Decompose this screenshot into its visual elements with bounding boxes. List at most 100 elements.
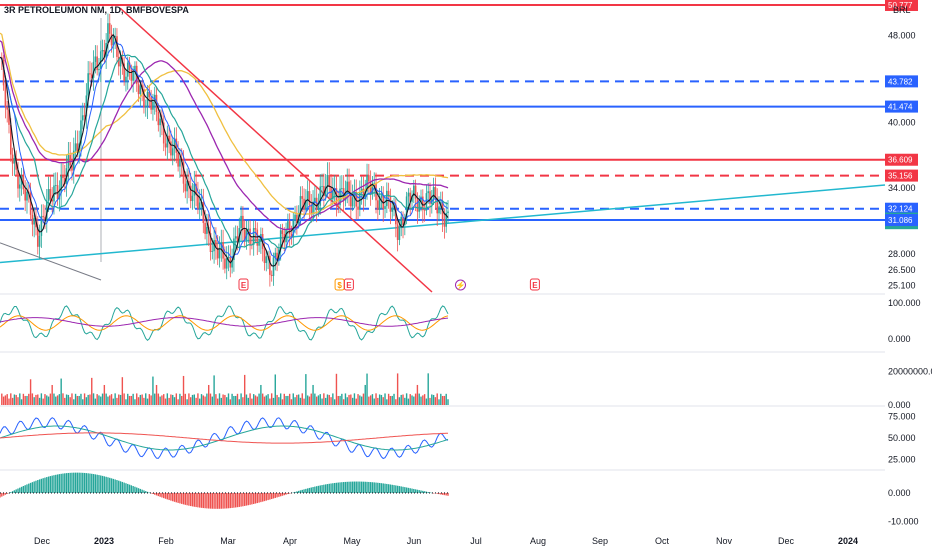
macd-bar xyxy=(441,492,444,495)
candle-body xyxy=(211,251,214,253)
volume-bar xyxy=(351,397,354,405)
volume-bar xyxy=(411,395,413,405)
macd-bar xyxy=(103,476,106,493)
volume-bar xyxy=(190,397,192,405)
macd-bar xyxy=(357,481,359,493)
volume-bar xyxy=(395,399,397,405)
macd-bar xyxy=(209,492,212,509)
macd-bar xyxy=(191,492,194,507)
volume-bar xyxy=(398,397,401,405)
volume-bar xyxy=(278,397,280,405)
time-tick-label: Dec xyxy=(34,536,51,546)
macd-bar xyxy=(4,492,7,495)
volume-bar xyxy=(447,399,449,405)
macd-bar xyxy=(195,492,197,508)
macd-bar xyxy=(121,481,124,493)
volume-bar xyxy=(164,398,167,405)
macd-bar xyxy=(29,482,32,493)
price-tick-label: 26.500 xyxy=(888,265,916,275)
volume-bar xyxy=(431,394,433,405)
macd-bar xyxy=(440,492,442,495)
macd-bar xyxy=(288,492,291,494)
candle-body xyxy=(11,154,14,164)
oscillator-line xyxy=(0,305,449,341)
macd-bar xyxy=(67,472,70,493)
price-badge xyxy=(885,0,918,11)
events-layer: E $ E ⚡ E xyxy=(238,278,540,291)
macd-bar xyxy=(339,482,341,493)
volume-bar xyxy=(323,393,325,405)
candle-body xyxy=(69,155,71,166)
candle-body xyxy=(85,95,88,117)
volume-bar xyxy=(281,399,284,405)
candle-body xyxy=(186,180,188,192)
volume-bar xyxy=(387,393,390,405)
volume-bar xyxy=(423,394,426,405)
macd-bar xyxy=(11,491,14,493)
candle-body xyxy=(193,183,196,196)
candle-body xyxy=(108,23,111,34)
macd-bar xyxy=(76,472,79,493)
volume-bar xyxy=(420,396,422,405)
macd-bar xyxy=(315,486,318,493)
time-tick-label: 2024 xyxy=(838,536,858,546)
macd-bar xyxy=(420,490,422,493)
volume-bar xyxy=(44,394,46,405)
candle-body xyxy=(33,217,35,225)
macd-bar xyxy=(443,492,446,496)
volume-bar xyxy=(24,395,26,405)
macd-bar xyxy=(130,485,133,493)
macd-bar xyxy=(337,482,339,493)
volume-bar xyxy=(94,398,97,405)
volume-bar xyxy=(409,394,411,405)
macd-bar xyxy=(335,482,338,493)
price-badge-label: 35.156 xyxy=(888,172,913,181)
volume-bar xyxy=(96,394,98,405)
candle-body xyxy=(130,69,133,81)
macd-bar xyxy=(404,487,406,493)
time-axis: Dec 2023 Feb Mar Apr May Jun Jul Aug Sep Oct Nov Dec… xyxy=(34,536,858,546)
candle-body xyxy=(249,228,251,245)
candle-body xyxy=(159,118,161,126)
candle-body xyxy=(330,187,332,200)
macd-bar xyxy=(407,487,410,493)
macd-bar xyxy=(0,492,1,498)
candle-body xyxy=(242,215,244,230)
macd-bar xyxy=(283,492,285,496)
candle-body xyxy=(362,188,365,199)
candle-body xyxy=(36,227,39,247)
macd-bar xyxy=(276,492,278,498)
volume-bar xyxy=(350,394,352,405)
candle-body xyxy=(396,224,399,240)
macd-bar xyxy=(42,478,44,493)
candle-body xyxy=(324,186,327,197)
candle-body xyxy=(116,36,118,57)
candle-body xyxy=(45,201,48,220)
volume-bar xyxy=(22,393,25,405)
volume-bar xyxy=(274,374,276,405)
volume-pane: 20000000.000 0.000 xyxy=(1,367,932,410)
macd-bar xyxy=(139,488,142,493)
candle-body xyxy=(270,274,273,276)
volume-bar xyxy=(146,398,149,405)
candle-body xyxy=(13,157,16,164)
macd-bar xyxy=(389,484,392,493)
volume-bar xyxy=(116,397,118,405)
macd-bar xyxy=(154,492,156,495)
candle-body xyxy=(9,124,12,155)
macd-bar xyxy=(431,492,433,494)
macd-bar xyxy=(240,492,242,507)
macd-bar xyxy=(245,492,248,506)
candle-body xyxy=(272,257,275,276)
macd-bar xyxy=(422,490,424,493)
volume-bar xyxy=(188,393,190,405)
macd-bar xyxy=(46,477,48,493)
volume-bar xyxy=(181,395,183,405)
macd-bar xyxy=(92,474,95,493)
candle-body xyxy=(418,202,421,212)
candle-body xyxy=(18,184,21,189)
volume-bar xyxy=(112,398,115,405)
volume-bar xyxy=(236,393,239,405)
candle-body xyxy=(310,205,313,215)
